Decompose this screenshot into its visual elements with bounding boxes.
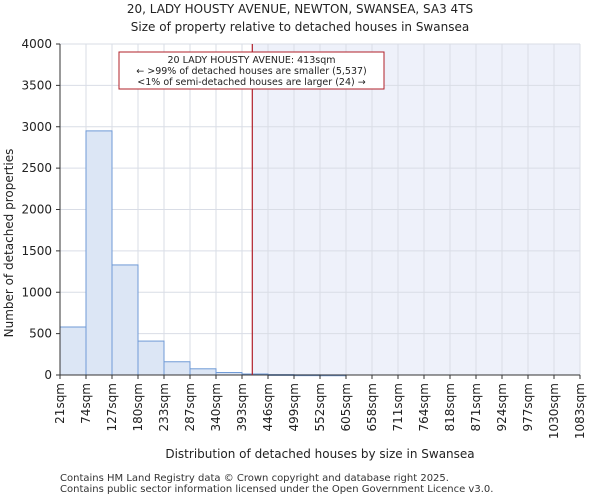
x-tick-label: 499sqm [287,383,301,431]
annotation-line-1: 20 LADY HOUSTY AVENUE: 413sqm [167,55,335,66]
x-tick-label: 552sqm [313,383,327,431]
y-tick-label: 2000 [21,203,52,217]
annotation-line-2: ← >99% of detached houses are smaller (5… [136,66,367,77]
x-tick-label: 1030sqm [547,383,561,439]
annotation-line-3: <1% of semi-detached houses are larger (… [137,77,365,88]
chart-subtitle: Size of property relative to detached ho… [131,20,469,34]
footer-line-1: Contains HM Land Registry data © Crown c… [60,473,449,484]
x-tick-label: 1083sqm [573,383,587,439]
x-tick-label: 924sqm [495,383,509,431]
x-tick-label: 446sqm [261,383,275,431]
histogram-bar [137,340,165,376]
x-tick-label: 871sqm [469,383,483,431]
x-tick-label: 287sqm [183,383,197,431]
x-tick-label: 233sqm [157,383,171,431]
x-tick-label: 818sqm [443,383,457,431]
plot-area: 0 500 1000 1500 2000 2500 3000 3500 4000 21sqm 74s… [21,37,587,439]
histogram-bar [189,368,217,376]
x-tick-label: 393sqm [235,383,249,431]
histogram-bar [59,326,87,376]
x-tick-label: 340sqm [209,383,223,431]
y-tick-label: 3000 [21,120,52,134]
y-tick-label: 2500 [21,161,52,175]
x-tick-label: 180sqm [131,383,145,431]
histogram-bar [163,361,191,376]
y-tick-label: 0 [44,368,52,382]
x-tick-label: 977sqm [521,383,535,431]
annotation-box [118,51,385,90]
y-tick-label: 4000 [21,37,52,51]
x-axis-label: Distribution of detached houses by size … [165,447,474,461]
x-tick-label: 711sqm [391,383,405,431]
y-tick-label: 500 [29,327,52,341]
x-tick-label: 605sqm [339,383,353,431]
chart-title: 20, LADY HOUSTY AVENUE, NEWTON, SWANSEA,… [127,2,473,16]
x-tick-label: 764sqm [417,383,431,431]
y-tick-label: 1500 [21,244,52,258]
x-tick-label: 21sqm [53,383,67,424]
y-tick-label: 3500 [21,78,52,92]
histogram-bar [111,264,139,376]
footer-line-2: Contains public sector information licen… [60,484,494,495]
x-tick-label: 74sqm [79,383,93,424]
x-tick-label: 658sqm [365,383,379,431]
attribution-footer: Contains HM Land Registry data © Crown c… [60,473,493,495]
y-axis-label: Number of detached properties [2,149,16,338]
y-tick-label: 1000 [21,285,52,299]
x-tick-label: 127sqm [105,383,119,431]
histogram-chart: 20, LADY HOUSTY AVENUE, NEWTON, SWANSEA,… [2,2,587,461]
histogram-bar [85,130,113,376]
